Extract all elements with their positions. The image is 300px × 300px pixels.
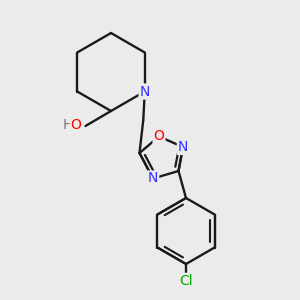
Text: H: H bbox=[62, 118, 73, 132]
Text: N: N bbox=[140, 85, 150, 98]
Text: O: O bbox=[154, 130, 164, 143]
Text: O: O bbox=[70, 118, 81, 132]
Text: N: N bbox=[178, 140, 188, 154]
Text: N: N bbox=[148, 172, 158, 185]
Text: Cl: Cl bbox=[179, 274, 193, 288]
